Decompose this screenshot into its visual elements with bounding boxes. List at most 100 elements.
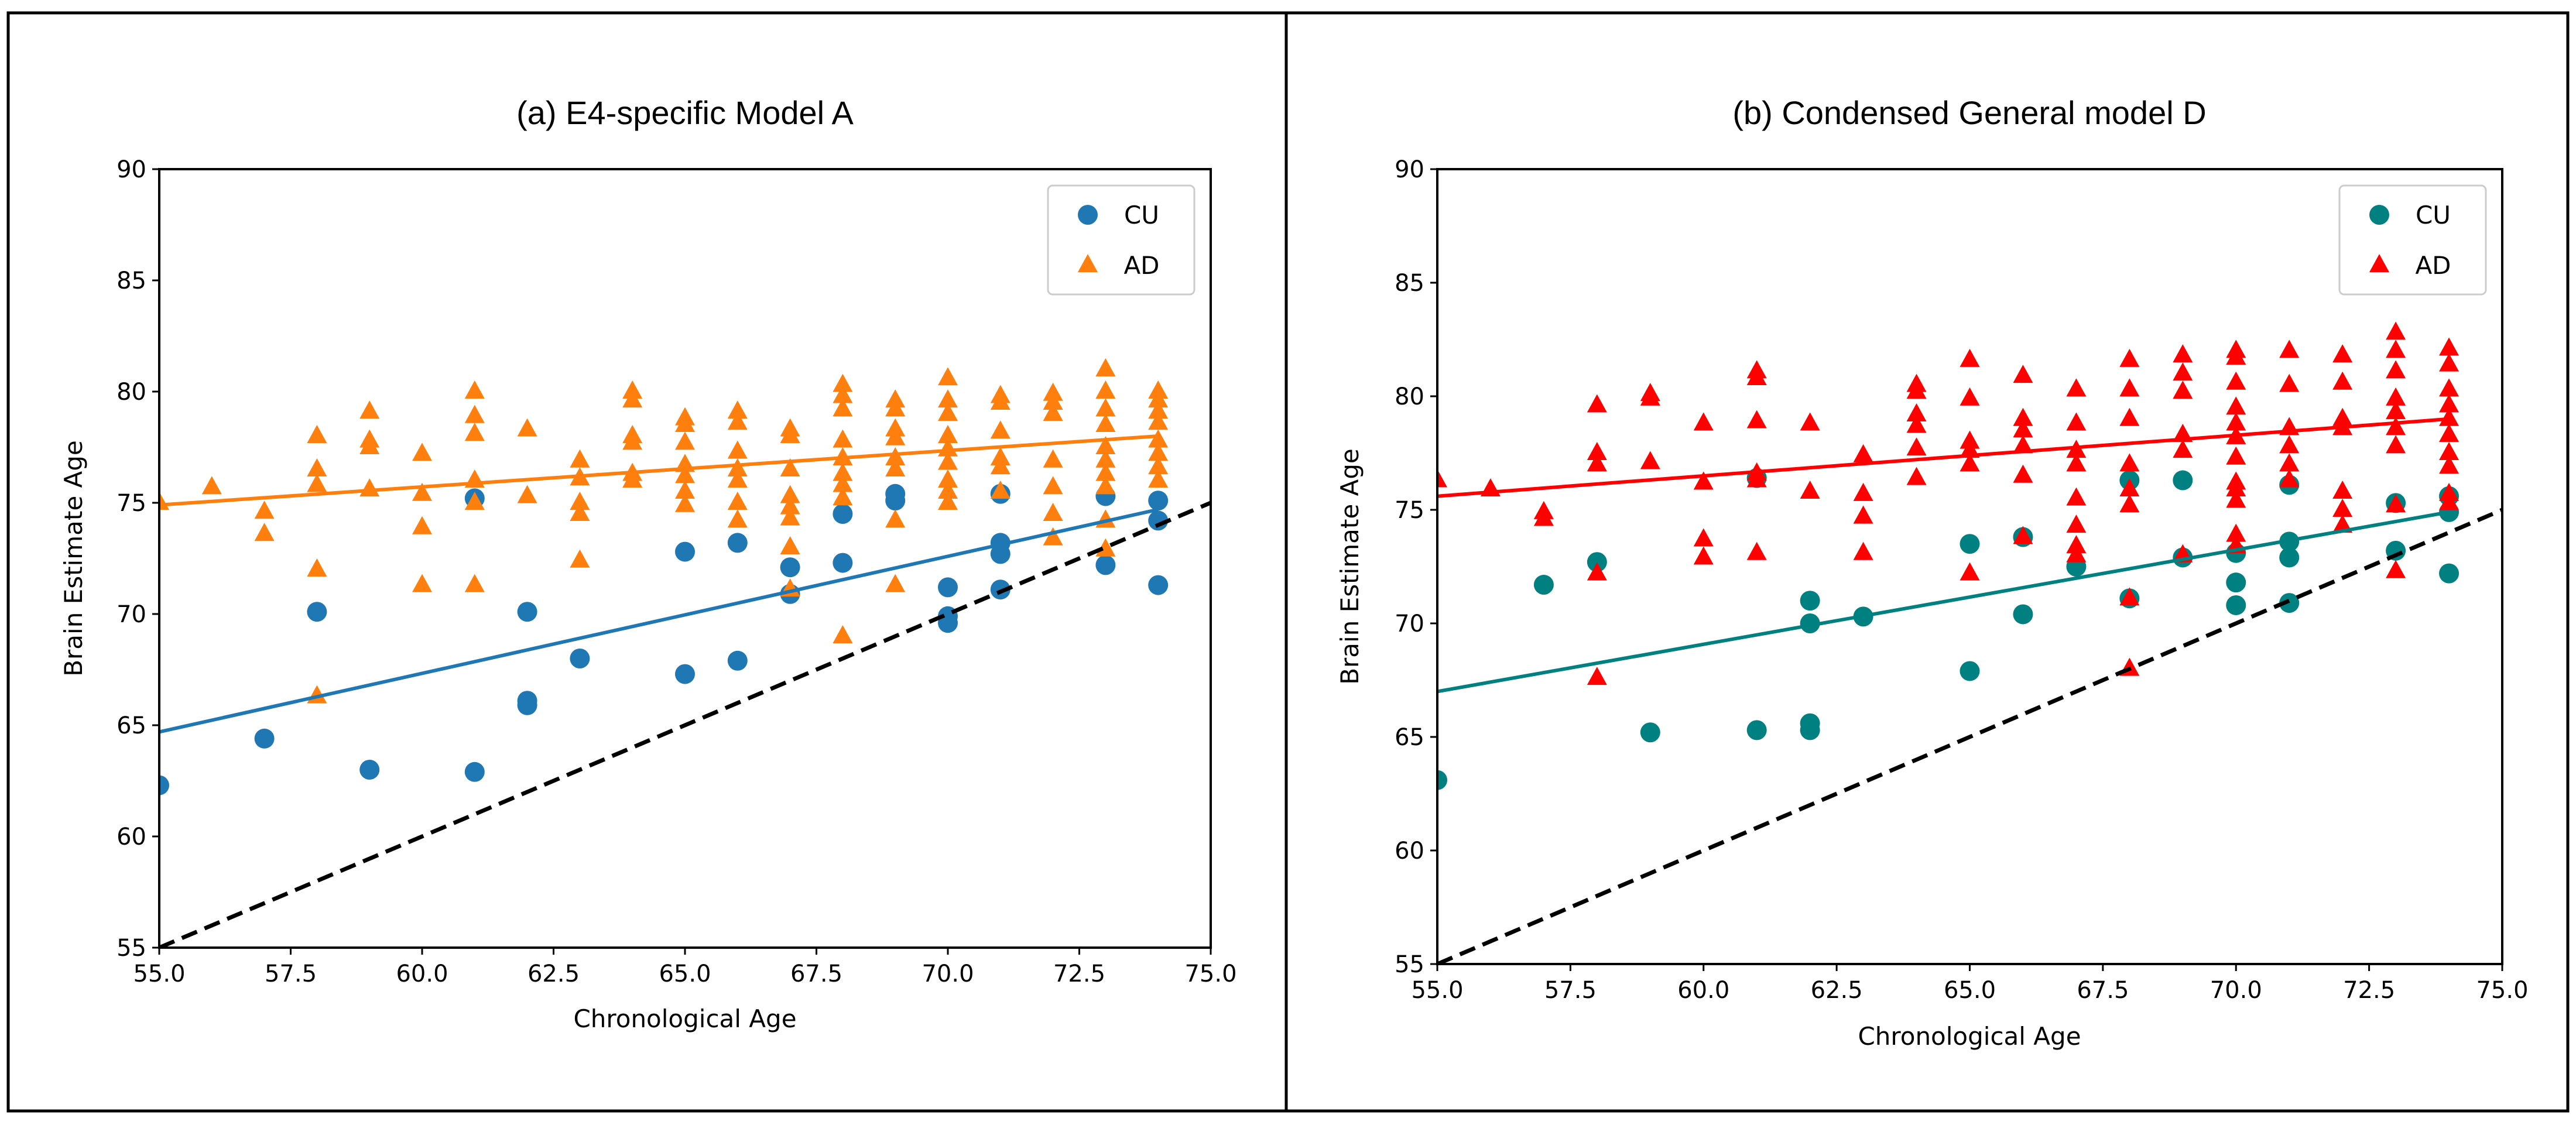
data-point-ad bbox=[307, 558, 327, 577]
data-point-ad bbox=[1640, 451, 1660, 469]
figure-frame bbox=[6, 11, 2570, 1113]
data-point-cu bbox=[1148, 575, 1169, 595]
data-point-ad bbox=[2386, 339, 2406, 358]
data-point-ad bbox=[780, 536, 800, 554]
y-axis-label: Brain Estimate Age bbox=[59, 440, 88, 677]
data-point-ad bbox=[885, 574, 906, 592]
data-point-ad bbox=[464, 380, 485, 399]
data-point-cu bbox=[1148, 491, 1169, 511]
data-point-ad bbox=[2013, 526, 2033, 544]
fit-line-ad bbox=[1437, 417, 2450, 498]
data-point-ad bbox=[2332, 344, 2353, 363]
data-point-ad bbox=[1095, 436, 1116, 454]
data-point-ad bbox=[938, 367, 958, 386]
data-point-ad bbox=[2013, 407, 2033, 426]
y-tick-label: 65 bbox=[1395, 724, 1424, 751]
data-point-ad bbox=[2226, 396, 2246, 415]
data-point-cu bbox=[1800, 613, 1820, 633]
data-point-ad bbox=[1906, 380, 1927, 399]
data-point-cu bbox=[2279, 547, 2300, 568]
data-point-ad bbox=[464, 404, 485, 423]
data-point-ad bbox=[1043, 449, 1063, 468]
data-point-ad bbox=[727, 458, 748, 476]
data-point-ad bbox=[2119, 378, 2140, 397]
x-axis-label: Chronological Age bbox=[1858, 1022, 2081, 1051]
x-tick-label: 55.0 bbox=[133, 961, 185, 987]
data-point-ad bbox=[1043, 403, 1063, 421]
data-point-ad bbox=[2386, 417, 2406, 435]
y-tick-label: 80 bbox=[1395, 383, 1424, 410]
x-tick-label: 72.5 bbox=[1053, 961, 1105, 987]
data-point-ad bbox=[675, 493, 695, 512]
data-point-ad bbox=[412, 516, 432, 534]
data-point-ad bbox=[2226, 347, 2246, 365]
data-point-ad bbox=[1148, 429, 1169, 448]
data-point-ad bbox=[1960, 430, 1980, 449]
y-tick-label: 70 bbox=[117, 601, 146, 628]
data-point-ad bbox=[833, 625, 853, 643]
legend-label: AD bbox=[2415, 251, 2451, 280]
data-point-cu bbox=[727, 533, 748, 553]
panel-b: (b) Condensed General model D Chronologi… bbox=[1335, 94, 2529, 1051]
data-point-ad bbox=[675, 465, 695, 483]
data-point-ad bbox=[1043, 392, 1063, 410]
data-point-cu bbox=[1960, 661, 1980, 681]
data-point-ad bbox=[938, 403, 958, 421]
legend-box bbox=[2338, 184, 2487, 296]
axes-frame bbox=[1436, 168, 2503, 965]
fit-line-cu bbox=[1437, 510, 2450, 694]
data-point-ad bbox=[1148, 443, 1169, 461]
data-point-cu bbox=[780, 557, 800, 578]
data-point-ad bbox=[2119, 494, 2140, 513]
plot-area bbox=[159, 358, 1211, 948]
data-point-ad bbox=[2226, 478, 2246, 497]
data-point-ad bbox=[2386, 494, 2406, 513]
data-point-ad bbox=[1906, 467, 1927, 485]
data-point-ad bbox=[1906, 437, 1927, 456]
data-point-ad bbox=[780, 485, 800, 503]
legend-marker-triangle-icon bbox=[2369, 254, 2389, 272]
data-point-ad bbox=[1148, 411, 1169, 430]
data-point-cu bbox=[307, 602, 327, 622]
data-point-ad bbox=[1043, 476, 1063, 495]
data-point-ad bbox=[2439, 492, 2459, 510]
data-point-ad bbox=[2279, 373, 2300, 392]
data-point-ad bbox=[1800, 412, 1820, 431]
data-point-ad bbox=[2173, 362, 2193, 381]
y-tick-label: 85 bbox=[117, 267, 146, 294]
data-point-ad bbox=[570, 503, 590, 521]
data-point-ad bbox=[2279, 469, 2300, 488]
data-point-ad bbox=[2066, 453, 2087, 472]
data-point-ad bbox=[833, 429, 853, 448]
data-point-ad bbox=[517, 418, 537, 437]
data-point-ad bbox=[1095, 414, 1116, 432]
data-point-ad bbox=[1437, 469, 1447, 488]
x-tick-label: 75.0 bbox=[2476, 977, 2528, 1004]
data-point-ad bbox=[1148, 469, 1169, 488]
legend-marker-circle-icon bbox=[2369, 205, 2389, 225]
data-point-ad bbox=[1746, 541, 1767, 560]
data-point-cu bbox=[1640, 722, 1660, 743]
data-point-ad bbox=[2439, 482, 2459, 501]
data-point-ad bbox=[2066, 412, 2087, 431]
data-point-ad bbox=[2439, 337, 2459, 356]
data-point-ad bbox=[938, 451, 958, 470]
data-point-ad bbox=[1043, 527, 1063, 546]
data-point-ad bbox=[2173, 344, 2193, 363]
data-point-ad bbox=[1800, 480, 1820, 499]
y-tick-label: 85 bbox=[1395, 270, 1424, 297]
data-point-cu bbox=[517, 695, 537, 715]
data-point-ad bbox=[570, 492, 590, 510]
data-point-ad bbox=[1853, 444, 1873, 462]
panel-a: (a) E4-specific Model A Chronological Ag… bbox=[59, 94, 1237, 1033]
data-point-ad bbox=[938, 425, 958, 443]
data-point-ad bbox=[2066, 487, 2087, 506]
data-point-ad bbox=[1853, 505, 1873, 524]
data-point-ad bbox=[727, 509, 748, 528]
data-point-cu bbox=[1148, 510, 1169, 531]
data-point-cu bbox=[675, 541, 695, 562]
y-tick-label: 75 bbox=[1395, 497, 1424, 524]
data-point-ad bbox=[2279, 339, 2300, 358]
fit-line-cu bbox=[159, 507, 1159, 734]
